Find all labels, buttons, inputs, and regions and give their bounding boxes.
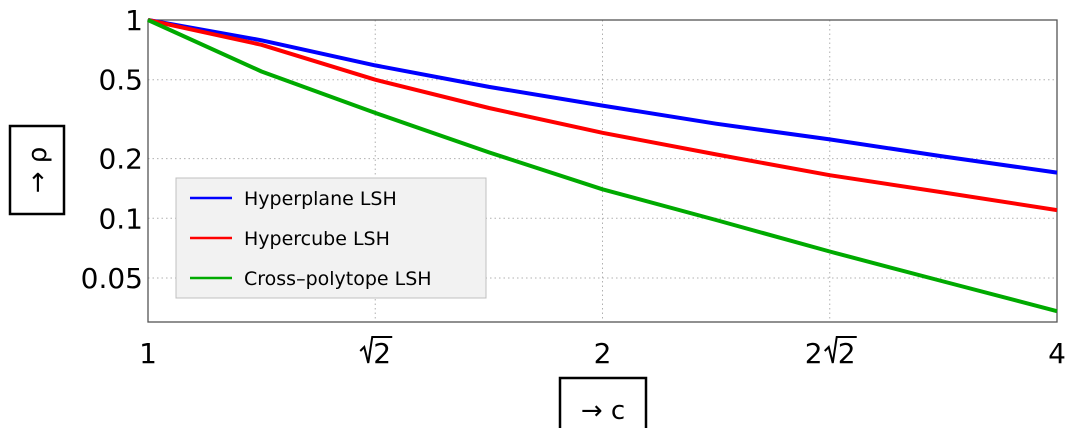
x-tick-label: 2: [594, 337, 612, 370]
x-tick-label-radicand: 2: [373, 337, 391, 370]
y-axis-label-text: → ρ: [23, 147, 53, 194]
legend: Hyperplane LSH Hypercube LSH Cross–polytop…: [175, 177, 487, 299]
x-tick-label: 1: [139, 337, 157, 370]
y-tick-labels: 1 0.5 0.2 0.1 0.05: [81, 4, 143, 295]
x-tick-label-text: 4: [1048, 337, 1065, 370]
y-tick-label: 0.5: [98, 64, 143, 97]
x-axis-label-text: → c: [581, 396, 625, 426]
x-axis-label-box: [558, 376, 648, 428]
x-tick-label-prefix: 2: [805, 337, 823, 370]
y-tick-label: 1: [125, 4, 143, 37]
series-line-cross-polytope-lsh: [147, 18, 1058, 314]
sqrt-sign: [359, 336, 393, 364]
sqrt-sign: [824, 336, 857, 364]
x-tick-label-text: 1: [139, 337, 157, 370]
series-lines: [147, 18, 1058, 314]
y-axis-label-box: [8, 124, 66, 216]
y-axis-label: → ρ: [8, 124, 66, 216]
legend-label: Hypercube LSH: [244, 228, 390, 250]
series-line-hypercube-lsh: [147, 18, 1058, 213]
x-tick-label: 2: [359, 336, 393, 370]
x-tick-label-text: 2: [594, 337, 612, 370]
legend-label: Cross–polytope LSH: [244, 268, 432, 290]
x-axis-label: → c: [558, 376, 648, 428]
legend-label: Hyperplane LSH: [244, 188, 397, 210]
y-tick-label: 0.1: [98, 202, 143, 235]
series-line-hyperplane-lsh: [147, 18, 1058, 175]
y-tick-label: 0.2: [98, 143, 143, 176]
grid-lines: [148, 20, 1057, 322]
y-tick-label: 0.05: [81, 262, 143, 295]
x-tick-label-radicand: 2: [838, 337, 856, 370]
x-tick-label: 4: [1048, 337, 1065, 370]
